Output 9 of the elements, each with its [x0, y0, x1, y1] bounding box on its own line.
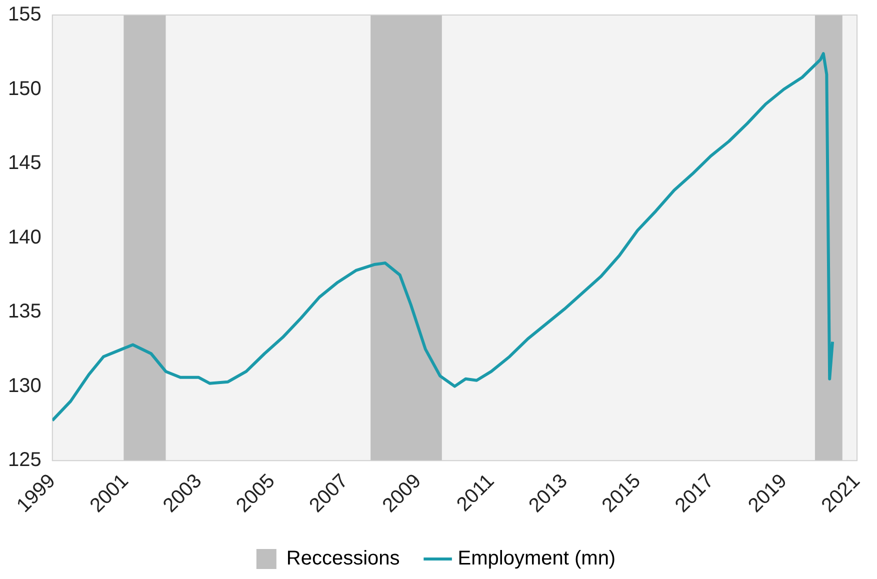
y-tick-label: 150	[8, 78, 42, 100]
y-tick-label: 140	[8, 226, 42, 248]
y-tick-label: 135	[8, 300, 42, 323]
y-tick-label: 145	[8, 152, 42, 174]
y-tick-label: 130	[8, 374, 42, 397]
y-tick-label: 155	[8, 4, 42, 26]
y-tick-label: 125	[8, 449, 42, 472]
legend-label: Employment (mn)	[458, 548, 616, 570]
legend-label: Reccessions	[286, 548, 400, 570]
